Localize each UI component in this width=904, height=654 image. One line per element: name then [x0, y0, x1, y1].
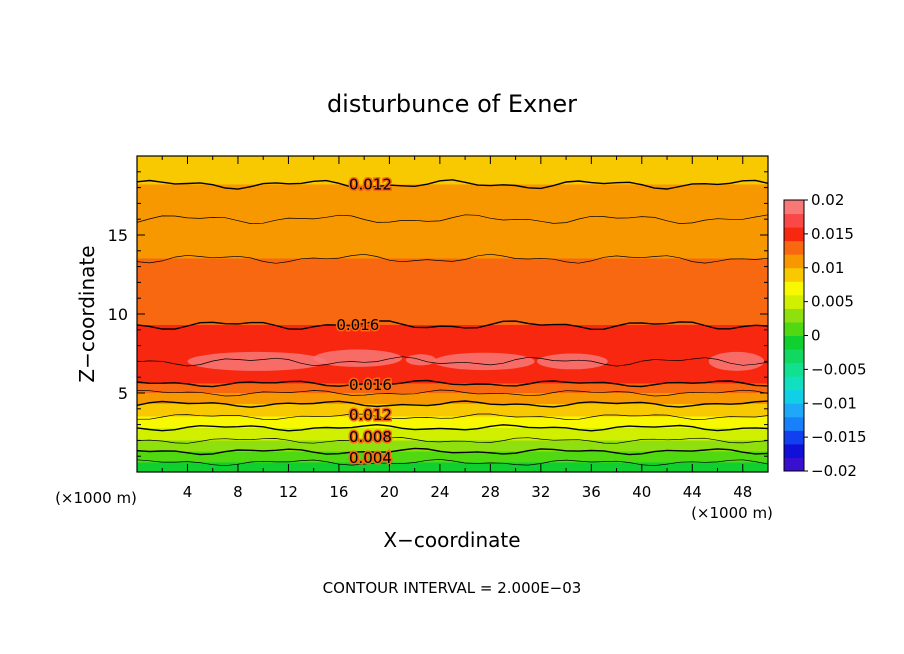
contour-label: 0.016	[336, 316, 379, 334]
contour-label: 0.016	[349, 376, 392, 394]
contour-label: 0.008	[349, 428, 392, 446]
colorbar-tick-label: 0	[811, 327, 821, 345]
x-tick-label: 8	[233, 483, 243, 501]
colorbar-cell	[784, 403, 804, 418]
colorbar-cell	[784, 376, 804, 391]
colorbar-cell	[784, 308, 804, 323]
y-tick-label: 5	[118, 384, 128, 403]
x-tick-label: 24	[430, 483, 449, 501]
contour-label: 0.012	[349, 175, 392, 193]
colorbar-cells	[784, 200, 804, 472]
colorbar-tick-label: 0.015	[811, 225, 854, 243]
colorbar-cell	[784, 335, 804, 350]
contour-label: 0.004	[349, 449, 392, 467]
colorbar-tick-label: 0.02	[811, 191, 844, 209]
contour-line	[137, 179, 768, 190]
contour-line	[137, 437, 768, 444]
contour-labels: 0.012 0.016 0.016 0.012 0.008 0.004	[335, 174, 394, 468]
maximum-patch	[187, 351, 327, 371]
maxima-patches	[187, 349, 765, 371]
x-tick-label: 20	[380, 483, 399, 501]
x-tick-label: 36	[582, 483, 601, 501]
contour-lines	[137, 179, 768, 467]
y-axis-label: Z−coordinate	[75, 245, 99, 382]
x-ticks: 4 8 12 16 20 24 28 32 36 40 44 48	[136, 156, 769, 501]
contour-line	[137, 447, 768, 456]
colorbar-cell	[784, 389, 804, 404]
colorbar-tick-label: 0.01	[811, 259, 844, 277]
contour-line	[137, 400, 768, 408]
contour-line	[137, 320, 768, 331]
colorbar: 0.02 0.015 0.01 0.005 0 −0.005 −0.01 −0.015 −0.0…	[783, 191, 867, 480]
contour-line	[137, 423, 768, 432]
x-tick-label: 12	[279, 483, 298, 501]
colorbar-cell	[784, 430, 804, 445]
colorbar-cell	[784, 254, 804, 269]
x-unit-left: (×1000 m)	[55, 489, 137, 507]
contour-line	[137, 459, 768, 467]
contour-line	[137, 413, 768, 420]
colorbar-cell	[784, 294, 804, 309]
colorbar-cell	[784, 213, 804, 228]
x-tick-label: 32	[531, 483, 550, 501]
colorbar-tick-label: −0.02	[811, 462, 857, 480]
colorbar-cell	[784, 321, 804, 336]
colorbar-cell	[784, 200, 804, 215]
colorbar-tick-label: −0.005	[811, 360, 867, 378]
x-tick-label: 48	[733, 483, 752, 501]
y-tick-label: 15	[108, 226, 128, 245]
colorbar-cell	[784, 227, 804, 242]
x-unit-right: (×1000 m)	[691, 504, 773, 522]
contour-field	[137, 156, 768, 472]
y-ticks: 5 10 15	[108, 155, 768, 473]
contour-interval-note: CONTOUR INTERVAL = 2.000E−03	[323, 579, 582, 597]
x-tick-label: 40	[632, 483, 651, 501]
colorbar-tick-label: −0.015	[811, 428, 867, 446]
contour-line	[137, 214, 768, 224]
x-axis-label: X−coordinate	[383, 528, 520, 552]
colorbar-tick-label: 0.005	[811, 293, 854, 311]
colorbar-tick-label: −0.01	[811, 394, 857, 412]
colorbar-cell	[784, 240, 804, 255]
x-tick-label: 44	[683, 483, 702, 501]
x-tick-label: 4	[183, 483, 193, 501]
contour-line	[137, 379, 768, 388]
colorbar-cell	[784, 349, 804, 364]
maximum-patch	[708, 351, 765, 371]
colorbar-cell	[784, 416, 804, 431]
maximum-patch	[433, 352, 535, 371]
colorbar-cell	[784, 457, 804, 472]
colorbar-cell	[784, 281, 804, 296]
x-tick-label: 28	[481, 483, 500, 501]
colorbar-cell	[784, 443, 804, 458]
maximum-patch	[537, 353, 608, 370]
contour-line	[137, 356, 768, 367]
contour-line	[137, 253, 768, 264]
chart-title: disturbunce of Exner	[327, 90, 577, 118]
contour-label: 0.012	[349, 406, 392, 424]
contour-line	[137, 389, 768, 397]
x-tick-label: 16	[329, 483, 348, 501]
colorbar-cell	[784, 362, 804, 377]
colorbar-ticks: 0.02 0.015 0.01 0.005 0 −0.005 −0.01 −0.015 −0.0…	[804, 191, 867, 480]
y-tick-label: 10	[108, 305, 128, 324]
colorbar-cell	[784, 267, 804, 282]
